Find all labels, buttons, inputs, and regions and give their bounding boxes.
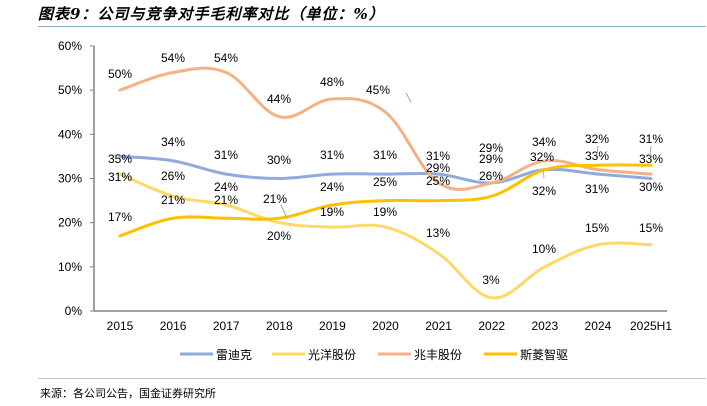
y-tick-label: 60% <box>58 39 82 53</box>
legend-label: 雷迪克 <box>216 348 252 362</box>
data-label: 29% <box>479 152 503 166</box>
data-label: 17% <box>108 210 132 224</box>
series-line-2 <box>118 172 653 300</box>
series-lines <box>118 66 653 300</box>
x-tick-label: 2024 <box>585 319 612 333</box>
leader-line <box>280 204 288 219</box>
y-tick-label: 0% <box>65 304 83 318</box>
x-tick-label: 2018 <box>266 319 293 333</box>
y-tick-label: 50% <box>58 83 82 97</box>
data-label: 20% <box>267 229 291 243</box>
title-divider <box>38 26 706 27</box>
data-label: 45% <box>366 83 390 97</box>
leader-line <box>542 169 545 179</box>
data-label: 31% <box>320 148 344 162</box>
data-label: 34% <box>161 135 185 149</box>
legend-label: 兆丰股份 <box>414 348 462 362</box>
x-tick-label: 2022 <box>478 319 505 333</box>
leader-line <box>649 145 652 158</box>
data-label: 31% <box>214 148 238 162</box>
source-divider <box>38 378 706 379</box>
x-tick-label: 2015 <box>107 319 134 333</box>
x-tick-label: 2023 <box>531 319 558 333</box>
data-label: 21% <box>214 193 238 207</box>
data-labels: 35%34%31% 30% 31% 31% 31% 29% 32%31% 30%31% 26%2… <box>108 51 663 287</box>
x-tick-label: 2019 <box>319 319 346 333</box>
series-line-3 <box>118 66 653 192</box>
legend-label: 光洋股份 <box>308 347 356 362</box>
source-note: 来源：各公司公告，国金证券研究所 <box>40 387 216 400</box>
data-label: 44% <box>267 92 291 106</box>
data-label: 34% <box>532 135 556 149</box>
x-tick-label: 2025H1 <box>630 319 672 333</box>
data-label: 31% <box>639 132 663 146</box>
data-label: 15% <box>585 221 609 235</box>
y-tick-label: 30% <box>58 172 82 186</box>
axes: 0% 10% 20% 30% 40% 50% 60% 2015 2016 2017 2018 2019… <box>58 39 672 333</box>
data-label: 24% <box>320 180 344 194</box>
y-tick-label: 40% <box>58 127 82 141</box>
legend-label: 斯菱智驱 <box>520 347 568 362</box>
legend: 雷迪克 光洋股份 兆丰股份 斯菱智驱 <box>180 347 568 362</box>
data-label: 26% <box>479 169 503 183</box>
data-label: 21% <box>161 193 185 207</box>
data-label: 31% <box>108 170 132 184</box>
leader-line <box>405 92 412 103</box>
data-label: 21% <box>263 192 287 206</box>
y-tick-label: 20% <box>58 216 82 230</box>
data-label: 25% <box>373 175 397 189</box>
x-tick-label: 2016 <box>160 319 187 333</box>
data-label: 24% <box>214 180 238 194</box>
y-tick-label: 10% <box>58 260 82 274</box>
data-label: 31% <box>426 149 450 163</box>
data-label: 26% <box>161 169 185 183</box>
data-label: 32% <box>532 184 556 198</box>
data-label: 32% <box>530 150 554 164</box>
data-label: 48% <box>320 75 344 89</box>
data-label: 3% <box>482 273 500 287</box>
data-label: 33% <box>585 149 609 163</box>
data-label: 50% <box>108 67 132 81</box>
data-label: 19% <box>373 205 397 219</box>
data-label: 15% <box>639 221 663 235</box>
chart-title: 图表9：公司与竞争对手毛利率对比（单位：%） <box>38 5 385 23</box>
x-tick-label: 2021 <box>425 319 452 333</box>
series-line-1 <box>118 154 653 185</box>
data-label: 13% <box>426 226 450 240</box>
leader-line <box>596 145 599 156</box>
data-label: 35% <box>108 152 132 166</box>
data-label: 32% <box>585 132 609 146</box>
data-label: 25% <box>426 174 450 188</box>
series-line-4 <box>118 163 653 238</box>
x-tick-label: 2020 <box>372 319 399 333</box>
data-label: 29% <box>479 141 503 155</box>
data-label: 19% <box>320 205 344 219</box>
data-label: 31% <box>373 148 397 162</box>
data-label: 31% <box>585 182 609 196</box>
data-label: 54% <box>161 51 185 65</box>
data-label: 30% <box>639 180 663 194</box>
x-tick-label: 2017 <box>213 319 240 333</box>
data-label: 29% <box>426 161 450 175</box>
data-label: 30% <box>267 153 291 167</box>
data-label: 54% <box>214 51 238 65</box>
data-label: 10% <box>532 242 556 256</box>
data-label: 33% <box>639 152 663 166</box>
